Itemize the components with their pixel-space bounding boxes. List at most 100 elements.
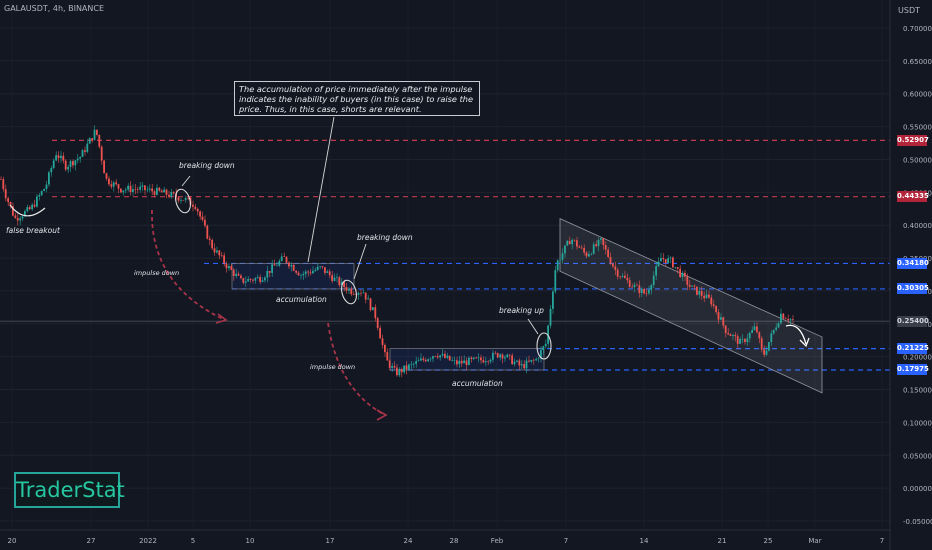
candle-body	[472, 357, 475, 359]
candle-body	[235, 273, 237, 277]
candle-body	[384, 344, 386, 353]
candle-body	[588, 254, 590, 257]
candle-body	[628, 280, 631, 288]
candle-body	[208, 238, 211, 240]
candle-body	[540, 350, 542, 359]
candle-body	[216, 250, 218, 253]
candle-body	[381, 338, 384, 345]
impulse-arrowhead-2	[376, 409, 388, 421]
candle-body	[736, 336, 739, 344]
candle-body	[780, 313, 782, 324]
x-tick-label: 21	[718, 537, 727, 545]
candle-body	[50, 168, 53, 173]
x-tick-label: 10	[246, 537, 255, 545]
candle-body	[470, 357, 473, 359]
candle-body	[465, 360, 468, 366]
candle-body	[204, 219, 206, 226]
candle-body	[28, 207, 31, 210]
candle-body	[626, 277, 629, 281]
candle-body	[9, 201, 12, 207]
candle-body	[45, 184, 48, 189]
candle-body	[436, 356, 439, 358]
price-tag: 0.17975	[897, 364, 929, 376]
candle-body	[549, 308, 552, 326]
candle-body	[96, 129, 98, 135]
candle-body	[160, 190, 163, 193]
candle-body	[784, 318, 787, 320]
candle-body	[326, 271, 329, 273]
price-tag: 0.30305	[897, 283, 929, 295]
candle-body	[770, 333, 773, 343]
candle-body	[237, 273, 240, 276]
candle-body	[36, 196, 38, 207]
candle-body	[688, 284, 691, 287]
candle-body	[252, 279, 254, 281]
candle-body	[640, 288, 643, 294]
candle-body	[357, 292, 360, 295]
candle-body	[348, 288, 350, 291]
candle-body	[412, 363, 415, 365]
candle-body	[264, 277, 266, 281]
candle-body	[720, 317, 722, 320]
candle-body	[427, 359, 429, 362]
candle-body	[751, 329, 753, 333]
candle-body	[21, 216, 24, 219]
candle-body	[84, 150, 86, 152]
candle-body	[31, 204, 33, 210]
candle-body	[583, 248, 585, 253]
candle-body	[787, 319, 789, 321]
candle-body	[285, 256, 288, 263]
candle-body	[103, 160, 105, 174]
candle-body	[115, 182, 117, 185]
candle-body	[249, 278, 252, 280]
candle-body	[67, 166, 69, 170]
x-tick-label: 20	[8, 537, 17, 545]
candle-body	[532, 359, 535, 361]
time-axis: 20 27 2022 5 10 17 24 28 Feb 7 14 21 25 Mar 7	[8, 537, 885, 545]
candle-body	[732, 335, 734, 337]
candle-body	[616, 269, 619, 277]
candle-body	[602, 238, 605, 245]
candle-body	[0, 179, 2, 180]
candle-body	[129, 185, 132, 193]
label-accumulation-1: accumulation	[276, 295, 327, 304]
candle-body	[739, 339, 741, 344]
candle-body	[727, 333, 729, 335]
candle-body	[792, 319, 794, 320]
candle-body	[664, 259, 667, 264]
candle-body	[621, 275, 624, 277]
candle-body	[156, 187, 158, 195]
candle-body	[81, 150, 84, 157]
candle-body	[297, 272, 300, 276]
candle-body	[276, 265, 278, 267]
candle-body	[261, 280, 264, 282]
candle-body	[19, 218, 21, 221]
candle-body	[652, 275, 655, 286]
x-tick-label: 17	[326, 537, 335, 545]
candle-body	[192, 204, 194, 207]
x-tick-label: 27	[87, 537, 96, 545]
candle-body	[364, 292, 367, 300]
candle-body	[432, 356, 434, 359]
candle-body	[187, 197, 189, 199]
projection-arrowhead	[799, 337, 810, 348]
candle-body	[127, 185, 129, 190]
candle-body	[712, 304, 715, 306]
candle-body	[292, 264, 295, 271]
candle-body	[571, 239, 573, 245]
candle-body	[441, 353, 444, 356]
candle-body	[26, 207, 29, 212]
candle-body	[417, 360, 420, 362]
candle-body	[460, 360, 463, 364]
candle-body	[482, 360, 485, 363]
candle-body	[336, 277, 338, 278]
candle-body	[631, 287, 633, 288]
candle-body	[650, 285, 653, 290]
candle-body	[86, 143, 89, 152]
candle-body	[302, 274, 305, 276]
x-tick-label: 7	[564, 537, 568, 545]
candle-body	[72, 161, 74, 166]
candle-body	[753, 326, 756, 330]
pointer-line	[527, 318, 539, 335]
candle-body	[218, 250, 221, 256]
